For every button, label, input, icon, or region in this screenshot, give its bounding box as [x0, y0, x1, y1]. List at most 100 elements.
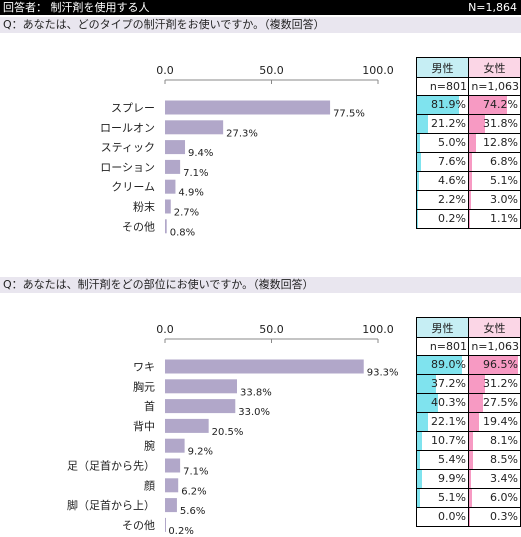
female-header: 女性	[468, 317, 521, 338]
chart-body-part: 0.0 50.0 100.0 ワキ 93.3% 胸元 33.8% 首 33.0% 背中 20.5% 腕…	[67, 323, 399, 537]
value-label: 9.4%	[188, 148, 213, 159]
gender-table-product-type: 男性 女性 n=801 n=1,063 81.9% 74.2% 21.2% 31.8% 5.0%…	[416, 57, 521, 229]
value-label: 4.9%	[178, 188, 203, 199]
male-sample-size: n=801	[416, 77, 469, 96]
male-value: 0.0%	[416, 507, 469, 527]
female-value-text: 74.2%	[483, 98, 518, 111]
female-value: 12.8%	[468, 133, 521, 153]
male-value: 5.0%	[416, 133, 469, 153]
female-value-text: 3.4%	[490, 472, 518, 485]
value-label: 6.2%	[181, 486, 206, 497]
male-value-text: 2.2%	[438, 193, 466, 206]
category-label: 足（足首から先）	[67, 459, 155, 473]
female-value: 8.5%	[468, 450, 521, 470]
male-sample-size: n=801	[416, 337, 469, 356]
category-label: 首	[144, 399, 155, 413]
male-value: 22.1%	[416, 412, 469, 432]
table-row: 0.2% 1.1%	[416, 209, 521, 229]
table-row: 7.6% 6.8%	[416, 152, 521, 172]
table-row: 9.9% 3.4%	[416, 469, 521, 489]
female-value-fill	[469, 153, 473, 171]
female-value-text: 8.5%	[490, 453, 518, 466]
male-value-fill	[417, 134, 420, 152]
male-value-fill	[417, 115, 428, 133]
female-value-text: 31.8%	[483, 117, 518, 130]
male-value-fill	[417, 191, 419, 209]
male-value-text: 10.7%	[431, 434, 466, 447]
female-value-fill	[469, 115, 486, 133]
category-label: ロールオン	[100, 121, 155, 134]
male-value: 21.2%	[416, 114, 469, 134]
female-value: 19.4%	[468, 412, 521, 432]
female-value: 8.1%	[468, 431, 521, 451]
male-value-text: 7.6%	[438, 155, 466, 168]
bar	[165, 359, 364, 374]
gender-table-body-part: 男性 女性 n=801 n=1,063 89.0% 96.5% 37.2% 31.2% 40.3…	[416, 317, 521, 527]
female-value: 5.1%	[468, 171, 521, 191]
category-label: 顔	[144, 478, 155, 492]
female-value: 6.0%	[468, 488, 521, 508]
male-value-fill	[417, 172, 420, 190]
female-value: 31.2%	[468, 374, 521, 394]
category-label: スプレー	[111, 102, 155, 115]
question-1-text: Q：あなたは、どのタイプの制汗剤をお使いですか。（複数回答）	[3, 18, 325, 31]
table-row: 5.0% 12.8%	[416, 133, 521, 153]
category-label: ワキ	[133, 361, 155, 374]
table-row: 10.7% 8.1%	[416, 431, 521, 451]
male-value-text: 81.9%	[431, 98, 466, 111]
value-label: 0.8%	[170, 227, 195, 238]
male-header: 男性	[416, 317, 469, 338]
table-row: 5.1% 6.0%	[416, 488, 521, 508]
female-value: 3.0%	[468, 190, 521, 210]
female-sample-size: n=1,063	[468, 77, 521, 96]
category-label: 粉末	[133, 200, 155, 214]
male-value-text: 89.0%	[431, 358, 466, 371]
male-value: 9.9%	[416, 469, 469, 489]
female-value: 31.8%	[468, 114, 521, 134]
female-value-text: 19.4%	[483, 415, 518, 428]
male-value-text: 5.4%	[438, 453, 466, 466]
male-value: 2.2%	[416, 190, 469, 210]
value-label: 33.0%	[238, 407, 270, 418]
value-label: 7.1%	[183, 168, 208, 179]
bar	[165, 418, 209, 433]
question-2-band: Q：あなたは、制汗剤をどの部位にお使いですか。（複数回答）	[0, 277, 521, 293]
female-value-fill	[469, 489, 473, 507]
male-value: 5.4%	[416, 450, 469, 470]
tick-label: 0.0	[156, 323, 174, 336]
female-value-fill	[469, 451, 474, 469]
table-row: 40.3% 27.5%	[416, 393, 521, 413]
bar	[165, 120, 224, 135]
table-row: 4.6% 5.1%	[416, 171, 521, 191]
category-label: クリーム	[111, 181, 155, 194]
male-value-text: 0.0%	[438, 510, 466, 523]
tick-label: 50.0	[259, 323, 284, 336]
table-row: 0.0% 0.3%	[416, 507, 521, 527]
male-value-fill	[417, 375, 436, 393]
bar	[165, 498, 177, 513]
table-row: 81.9% 74.2%	[416, 95, 521, 115]
male-value: 0.2%	[416, 209, 469, 229]
value-label: 2.7%	[174, 208, 199, 219]
category-label: ローション	[100, 161, 155, 174]
table-row: 5.4% 8.5%	[416, 450, 521, 470]
male-value: 81.9%	[416, 95, 469, 115]
female-value-fill	[469, 470, 471, 488]
female-value-fill	[469, 375, 485, 393]
bar	[165, 100, 331, 115]
bar	[165, 159, 181, 174]
female-value-text: 8.1%	[490, 434, 518, 447]
tick-label: 100.0	[362, 64, 394, 77]
value-label: 9.2%	[188, 447, 213, 458]
male-value: 40.3%	[416, 393, 469, 413]
category-label: スティック	[101, 141, 155, 154]
female-value: 0.3%	[468, 507, 521, 527]
male-value-fill	[417, 394, 438, 412]
value-label: 5.6%	[180, 506, 205, 517]
male-value: 89.0%	[416, 355, 469, 375]
category-label: その他	[122, 519, 155, 532]
value-label: 7.1%	[183, 467, 208, 478]
tick-label: 50.0	[259, 64, 284, 77]
bar	[165, 399, 236, 414]
male-value-text: 5.1%	[438, 491, 466, 504]
